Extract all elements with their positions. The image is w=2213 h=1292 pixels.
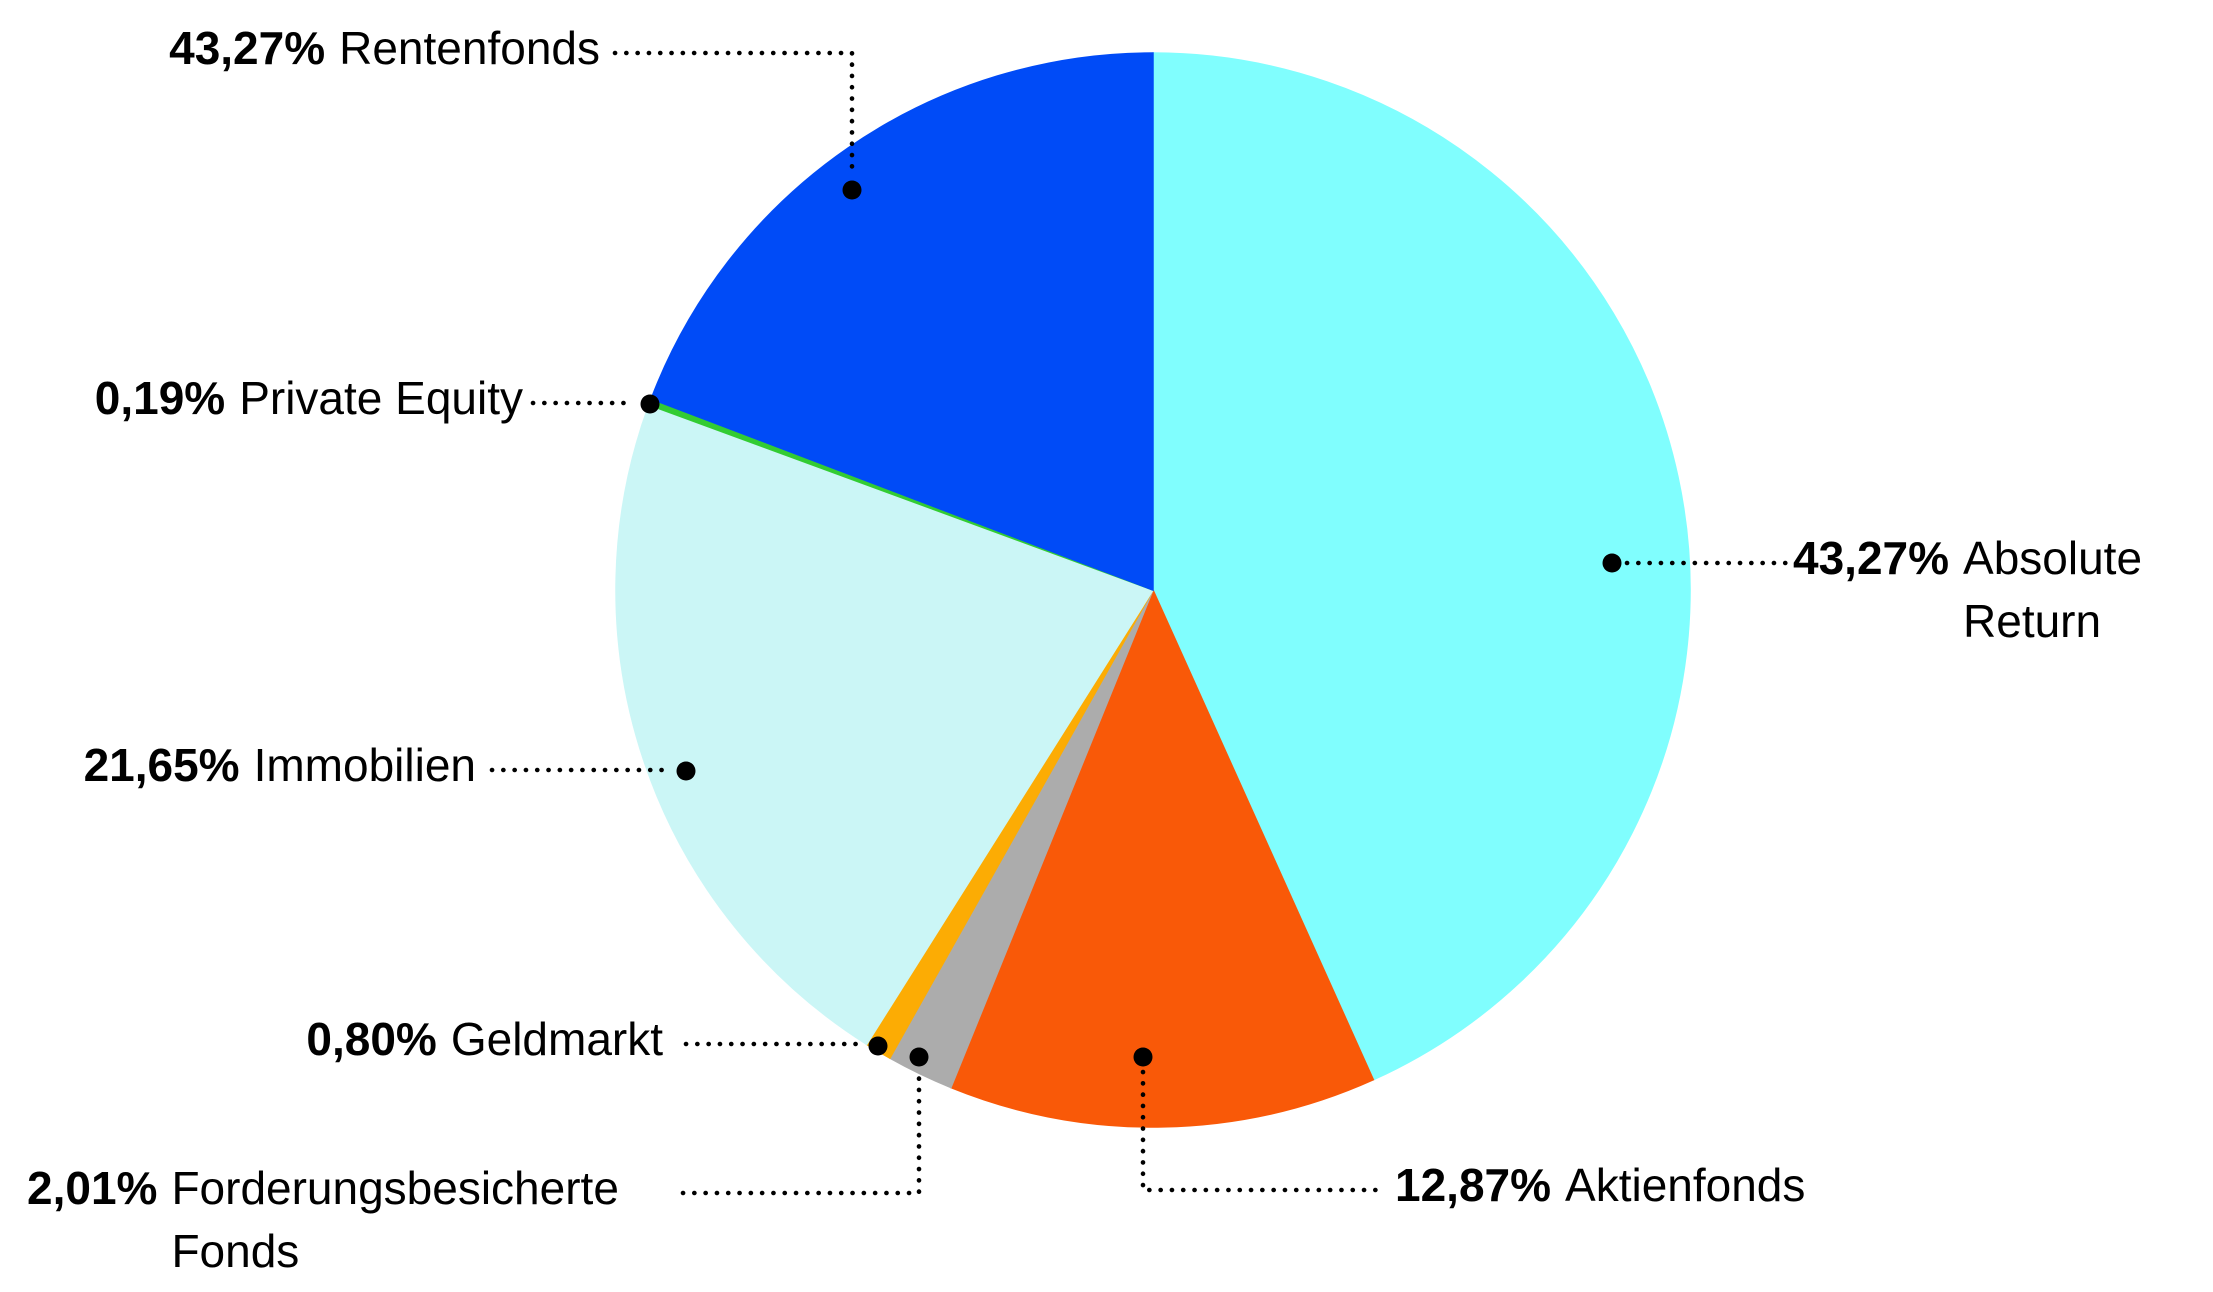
dot-marker-rentenfonds bbox=[842, 180, 862, 200]
callout-label-private-equity: 0,19% Private Equity bbox=[95, 367, 523, 430]
percent-value: 43,27% bbox=[169, 22, 326, 74]
dot-marker-geldmarkt bbox=[868, 1036, 888, 1056]
percent-value: 21,65% bbox=[83, 739, 240, 791]
dot-marker-aktienfonds bbox=[1133, 1047, 1153, 1067]
dot-marker-immobilien bbox=[676, 761, 696, 781]
slice-name: Rentenfonds bbox=[339, 22, 600, 74]
percent-value: 0,19% bbox=[94, 372, 226, 424]
pie-slice-immobilien bbox=[615, 403, 1155, 1046]
callout-label-absolute-return: 43,27% Absolute Return bbox=[1793, 527, 2188, 653]
slice-name: Private Equity bbox=[239, 372, 523, 424]
percent-value: 12,87% bbox=[1395, 1159, 1552, 1211]
callout-label-rentenfonds: 43,27% Rentenfonds bbox=[169, 17, 600, 80]
dot-marker-private-equity bbox=[640, 394, 660, 414]
leader-line-rentenfonds bbox=[612, 50, 855, 179]
dot-marker-forderungsbesicherte-fonds bbox=[909, 1047, 929, 1067]
callout-label-geldmarkt: 0,80% Geldmarkt bbox=[306, 1008, 663, 1071]
slice-name: Aktienfonds bbox=[1565, 1159, 1806, 1211]
percent-value: 43,27% bbox=[1793, 532, 1950, 584]
slice-name: Geldmarkt bbox=[450, 1013, 663, 1065]
callout-label-immobilien: 21,65% Immobilien bbox=[84, 734, 476, 797]
percent-value: 2,01% bbox=[27, 1162, 158, 1214]
callout-label-forderungsbesicherte-fonds: 2,01% Forderungsbesicherte Fonds bbox=[27, 1157, 701, 1283]
dot-marker-absolute-return bbox=[1602, 553, 1622, 573]
callout-label-aktienfonds: 12,87% Aktienfonds bbox=[1395, 1154, 1805, 1217]
slice-name: Absolute Return bbox=[1963, 532, 2143, 647]
leader-line-forderungsbesicherte-fonds bbox=[680, 1069, 922, 1196]
pie-slice-rentenfonds bbox=[650, 52, 1154, 592]
pie-slice-aktienfonds bbox=[949, 588, 1375, 1128]
percent-value: 0,80% bbox=[306, 1013, 437, 1065]
slice-name: Immobilien bbox=[253, 739, 476, 791]
pie-slice-absolute-return bbox=[1152, 52, 1691, 1081]
slice-name: Forderungsbesicherte Fonds bbox=[171, 1162, 619, 1277]
